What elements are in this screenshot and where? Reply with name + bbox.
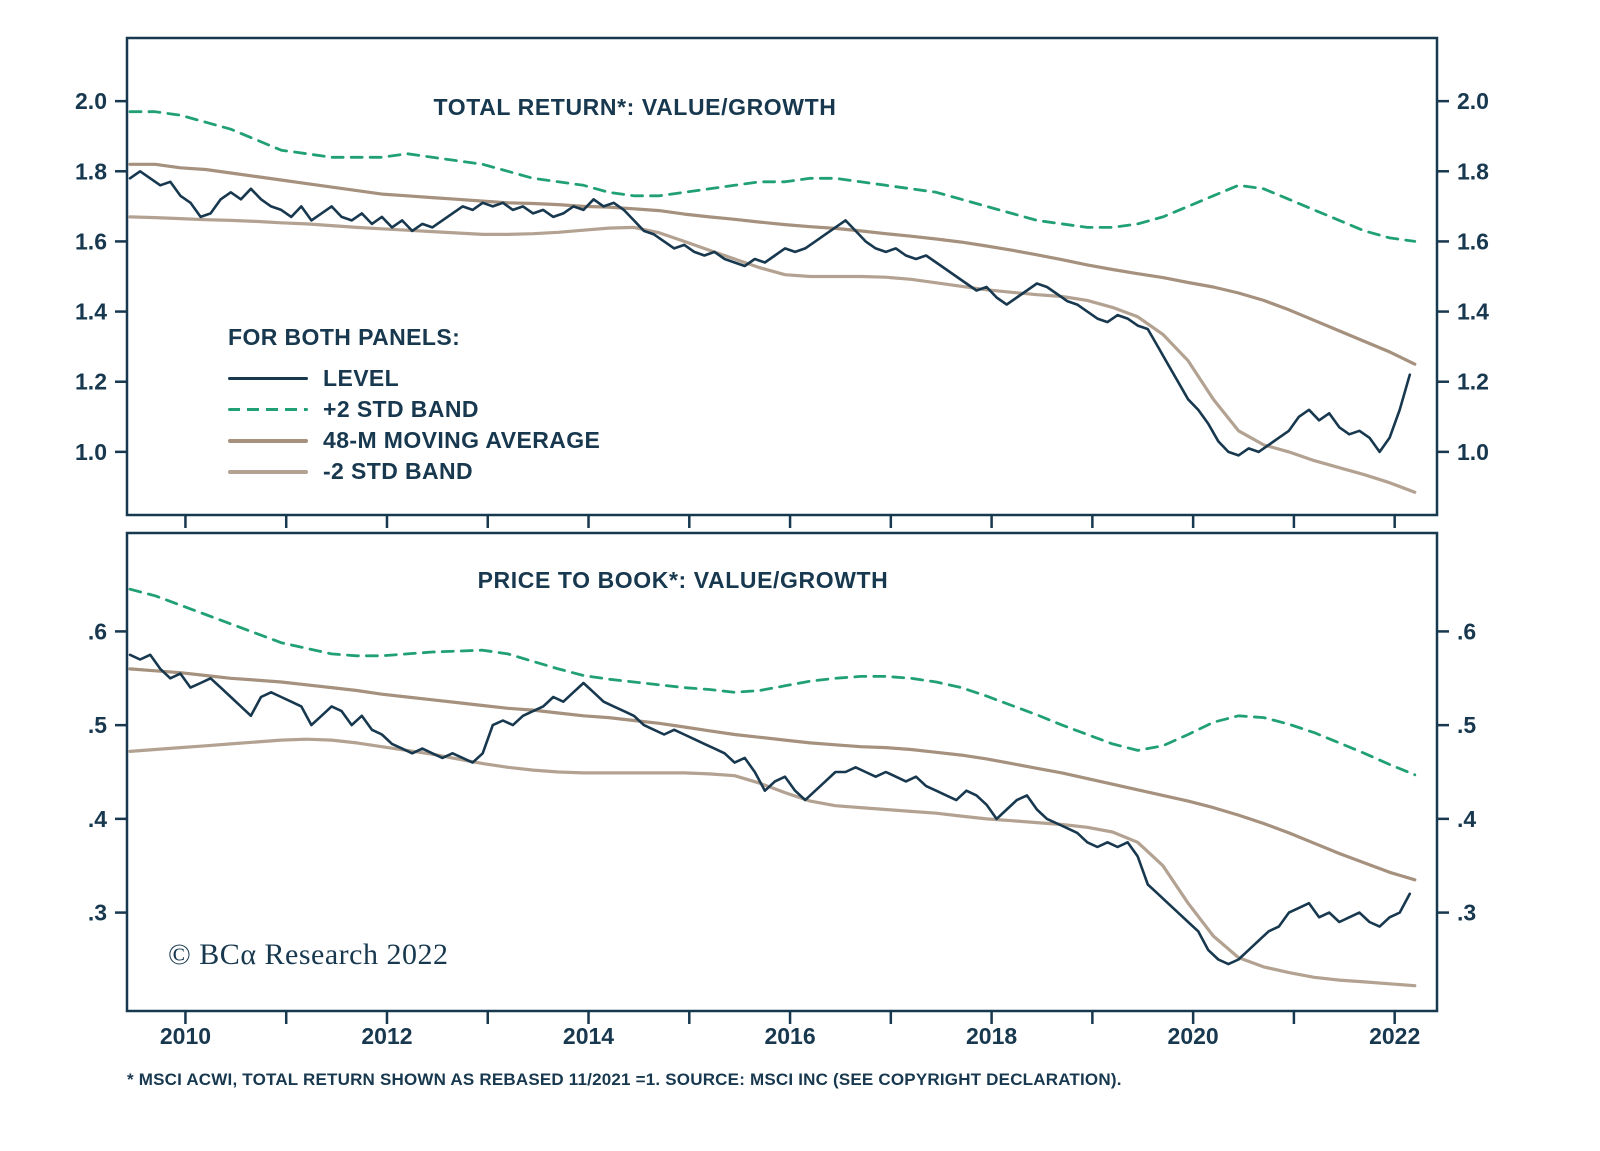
y-tick-label-right: 1.8 (1457, 158, 1489, 184)
x-axis-year-label: 2020 (1168, 1023, 1219, 1049)
y-tick-label-right: .6 (1457, 618, 1476, 644)
x-axis-year-label: 2012 (361, 1023, 412, 1049)
y-tick-label-right: .3 (1457, 900, 1476, 926)
x-axis-year-label: 2010 (160, 1023, 211, 1049)
y-tick-label-left: 1.8 (75, 158, 107, 184)
series-2-std-band (128, 587, 1417, 777)
legend-item-level: LEVEL (228, 363, 600, 394)
series-48-m-moving-average (128, 162, 1417, 366)
plus-2-std-band-line-swatch (228, 408, 308, 411)
legend: FOR BOTH PANELS: LEVEL +2 STD BAND 48-M … (228, 324, 600, 487)
y-tick-label-left: .5 (88, 712, 107, 738)
source-footnote: * MSCI ACWI, TOTAL RETURN SHOWN AS REBAS… (127, 1070, 1122, 1089)
legend-title: FOR BOTH PANELS: (228, 324, 461, 350)
legend-item-label: -2 STD BAND (323, 458, 474, 484)
y-tick-label-right: .4 (1457, 806, 1476, 832)
panel-frame (125, 36, 1439, 517)
y-tick-label-left: .3 (88, 900, 107, 926)
y-tick-label-right: 1.6 (1457, 228, 1489, 254)
y-tick-label-right: 2.0 (1457, 88, 1489, 114)
legend-item-label: LEVEL (323, 365, 400, 391)
series-level (128, 653, 1412, 966)
legend-item-minus-2-std-band: -2 STD BAND (228, 456, 600, 487)
series-2-std-band (128, 215, 1417, 494)
minus-2-std-band-line-swatch (228, 469, 308, 474)
panel-frame (125, 531, 1439, 1013)
x-axis-year-label: 2016 (764, 1023, 815, 1049)
y-tick-label-right: 1.4 (1457, 299, 1489, 325)
y-tick-label-left: .6 (88, 618, 107, 644)
legend-item-label: +2 STD BAND (323, 396, 479, 422)
y-tick-label-left: 1.4 (75, 299, 107, 325)
series-48-m-moving-average (128, 667, 1417, 882)
legend-item-plus-2-std-band: +2 STD BAND (228, 394, 600, 425)
y-tick-label-left: 1.2 (75, 369, 107, 395)
series-level (128, 170, 1412, 457)
series-2-std-band (128, 110, 1417, 243)
legend-item-48m-moving-average: 48-M MOVING AVERAGE (228, 425, 600, 456)
y-tick-label-right: .5 (1457, 712, 1476, 738)
y-tick-label-left: 1.6 (75, 228, 107, 254)
y-tick-label-left: .4 (88, 806, 107, 832)
y-tick-label-right: 1.0 (1457, 439, 1489, 465)
top-panel-title: TOTAL RETURN*: VALUE/GROWTH (433, 94, 837, 120)
series-2-std-band (128, 737, 1417, 988)
x-axis-year-label: 2022 (1369, 1023, 1420, 1049)
y-tick-label-left: 1.0 (75, 439, 107, 465)
bottom-panel-title: PRICE TO BOOK*: VALUE/GROWTH (477, 567, 889, 593)
x-axis-year-label: 2014 (563, 1023, 614, 1049)
level-line-swatch (228, 377, 308, 380)
y-tick-label-right: 1.2 (1457, 369, 1489, 395)
x-axis-year-label: 2018 (966, 1023, 1017, 1049)
bca-research-copyright: © BCα Research 2022 (168, 938, 449, 971)
moving-average-line-swatch (228, 438, 308, 443)
legend-item-label: 48-M MOVING AVERAGE (323, 427, 601, 453)
y-tick-label-left: 2.0 (75, 88, 107, 114)
